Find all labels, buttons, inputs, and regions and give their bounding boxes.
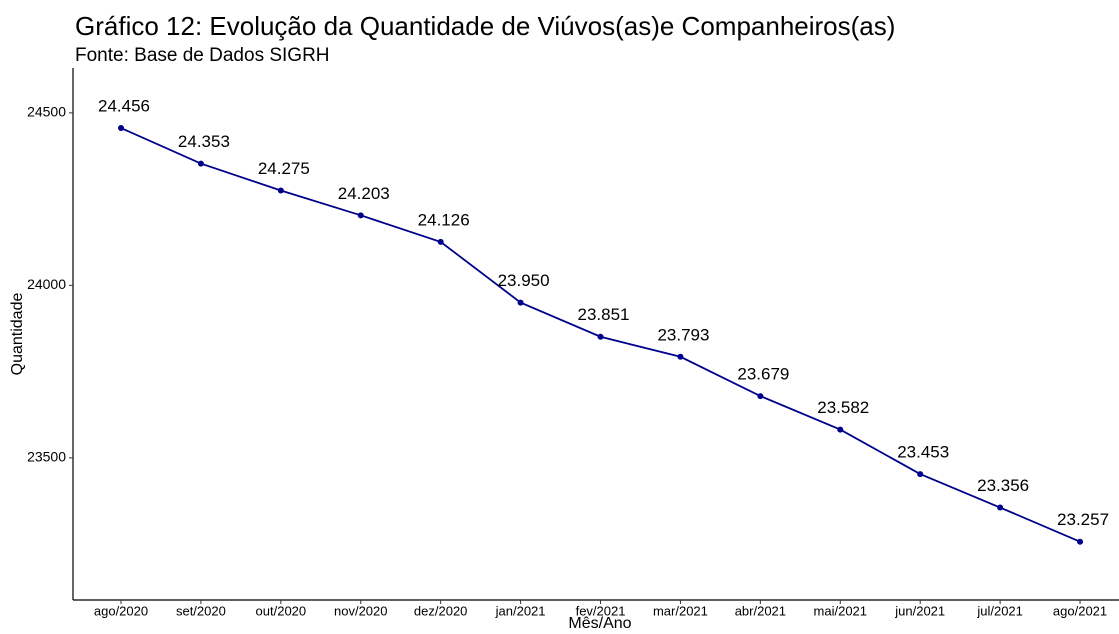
data-point [837, 426, 844, 433]
data-point [277, 187, 284, 194]
data-label: 23.356 [977, 476, 1029, 495]
y-tick-label: 24500 [27, 104, 66, 120]
x-tick-label: ago/2020 [94, 603, 148, 618]
data-point [597, 333, 604, 340]
data-point [997, 504, 1004, 511]
data-label: 24.353 [178, 132, 230, 151]
data-label: 23.453 [897, 443, 949, 462]
data-point [197, 160, 204, 167]
x-tick-label: ago/2021 [1053, 603, 1107, 618]
data-label: 23.257 [1057, 510, 1109, 529]
data-point [757, 393, 764, 400]
data-label: 23.950 [498, 271, 550, 290]
data-label: 23.851 [578, 305, 630, 324]
x-tick-label: jun/2021 [894, 603, 945, 618]
y-axis-label: Quantidade [9, 293, 26, 376]
data-point [118, 125, 124, 132]
data-point [1077, 538, 1084, 545]
data-label: 23.793 [657, 325, 709, 344]
y-tick-label: 24000 [27, 276, 66, 292]
x-tick-label: jan/2021 [495, 603, 546, 618]
data-point [517, 299, 524, 306]
x-tick-label: mar/2021 [653, 603, 708, 618]
data-label: 24.203 [338, 184, 390, 203]
y-tick-label: 23500 [27, 449, 66, 465]
x-tick-label: dez/2020 [414, 603, 468, 618]
x-tick-label: nov/2020 [334, 603, 388, 618]
data-point [917, 471, 924, 478]
x-tick-label: set/2020 [176, 603, 226, 618]
data-label: 24.275 [258, 159, 310, 178]
x-tick-label: abr/2021 [735, 603, 786, 618]
chart-subtitle: Fonte: Base de Dados SIGRH [75, 45, 330, 66]
data-label: 23.582 [817, 398, 869, 417]
data-point [677, 353, 684, 360]
data-point [437, 238, 444, 245]
x-tick-label: jul/2021 [976, 603, 1023, 618]
data-label: 23.679 [737, 365, 789, 384]
chart-title: Gráfico 12: Evolução da Quantidade de Vi… [75, 11, 895, 41]
data-point [357, 212, 364, 219]
data-label: 24.456 [98, 97, 150, 116]
data-label: 24.126 [418, 210, 470, 229]
x-axis-label: Mês/Ano [568, 615, 631, 632]
x-tick-label: mai/2021 [814, 603, 867, 618]
x-tick-label: fev/2021 [576, 603, 626, 618]
x-tick-label: out/2020 [256, 603, 307, 618]
